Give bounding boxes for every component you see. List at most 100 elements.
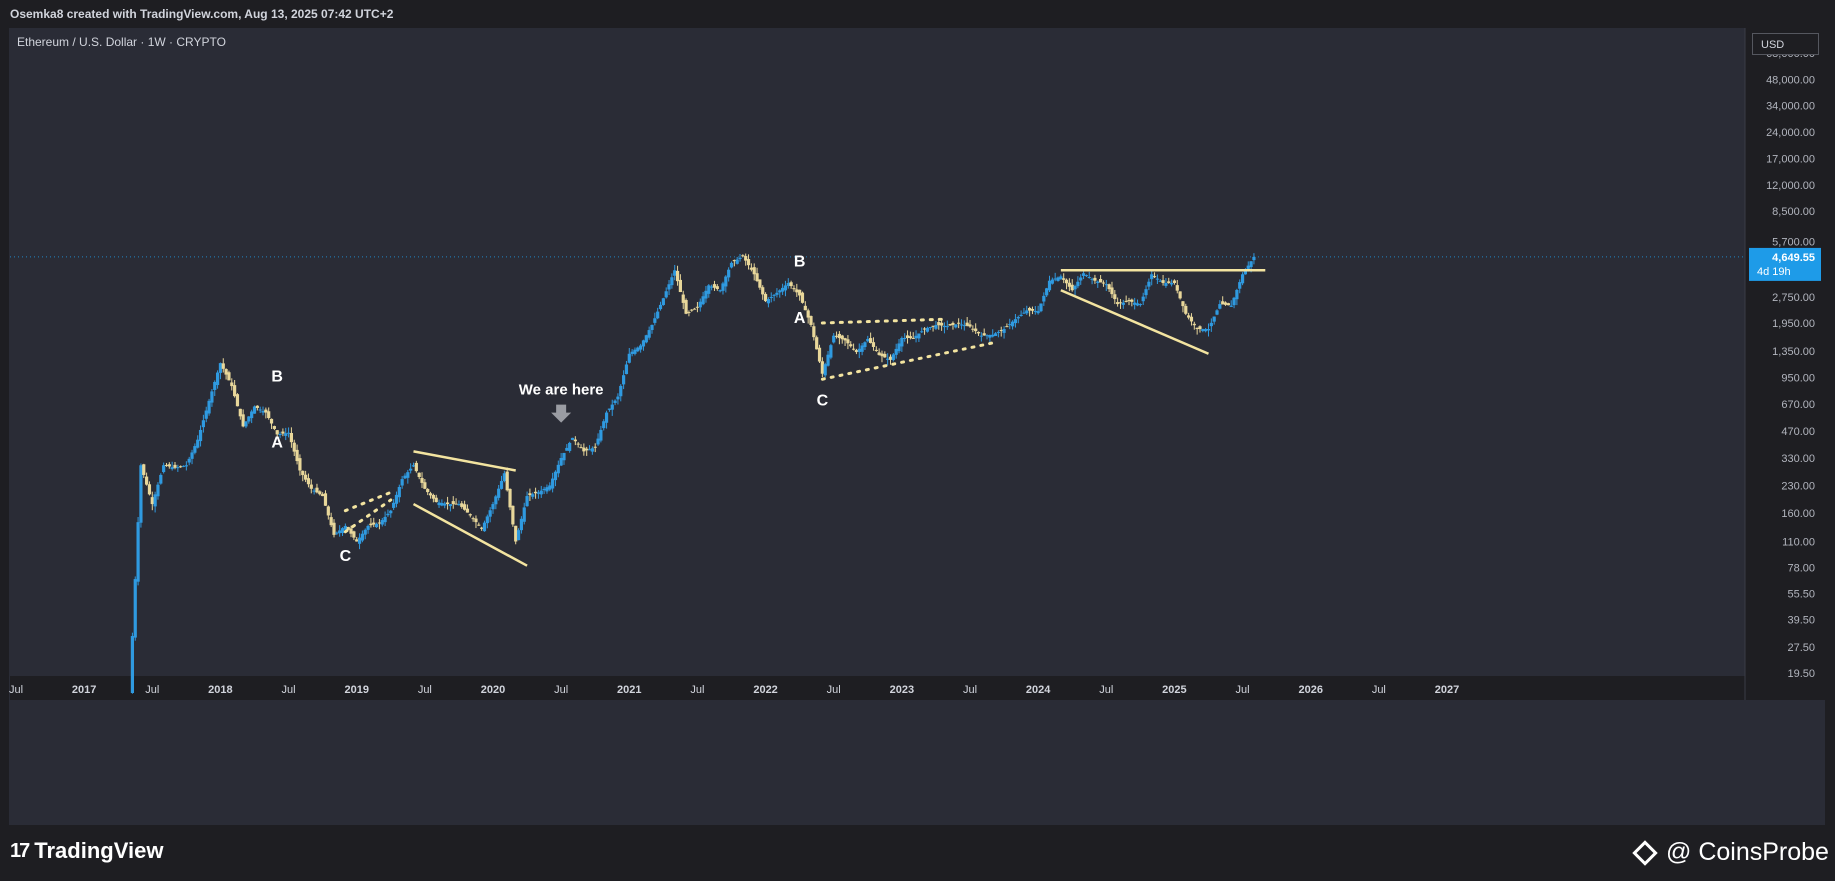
trendline [820, 317, 949, 325]
candle-body [454, 503, 458, 505]
candle-body [306, 478, 311, 485]
wave-label: B [794, 253, 806, 270]
candle-body [639, 345, 643, 350]
candle-body [684, 300, 688, 314]
candle-body [888, 356, 893, 360]
candle-body [1204, 329, 1208, 332]
candle-body [502, 473, 506, 481]
candle-body [766, 299, 771, 304]
candle-body [1209, 322, 1213, 327]
candle-body [937, 322, 941, 326]
candle-body [292, 442, 296, 452]
candle-body [284, 433, 288, 436]
candle-body [383, 516, 387, 523]
candle-body [1064, 279, 1069, 284]
candle-body [389, 510, 393, 514]
candle-body [1161, 280, 1165, 283]
y-tick-label: 670.00 [1781, 399, 1815, 411]
candle-body [707, 285, 711, 294]
candle-body [664, 291, 668, 298]
candle-body [201, 420, 205, 428]
candle-body [746, 259, 751, 266]
candle-body [820, 361, 824, 374]
candle-body [863, 342, 867, 348]
x-tick-label: Jul [963, 684, 977, 696]
candle-body [1101, 282, 1106, 284]
candle-body [593, 446, 597, 448]
candle-body [653, 318, 657, 323]
candle-body [1135, 303, 1140, 306]
candle-body [834, 335, 839, 337]
candle-body [1246, 265, 1250, 269]
candle-body [795, 289, 799, 293]
y-tick-label: 470.00 [1781, 426, 1815, 438]
candle-body [602, 421, 606, 429]
candle-body [193, 446, 197, 453]
candle-body [610, 404, 614, 410]
candle-body [1079, 277, 1083, 281]
candle-body [775, 292, 779, 295]
currency-button[interactable]: USD [1752, 33, 1819, 55]
candle-body [304, 474, 308, 480]
candle-body [426, 489, 430, 493]
candle-body [1144, 289, 1148, 296]
candle-body [357, 537, 362, 544]
candle-body [817, 347, 822, 362]
candle-body [1201, 329, 1205, 331]
candle-body [778, 290, 782, 293]
candle-body [553, 471, 558, 481]
candle-body [1181, 301, 1185, 307]
candle-body [1087, 276, 1091, 278]
x-tick-label: Jul [418, 684, 432, 696]
candle-body [1150, 274, 1154, 280]
candle-body [156, 484, 160, 497]
candle-body [1235, 289, 1239, 300]
x-tick-label: 2026 [1298, 684, 1322, 696]
x-tick-label: 2024 [1026, 684, 1051, 696]
candle-body [891, 354, 895, 361]
candle-body [238, 408, 242, 417]
candle-body [1118, 302, 1123, 304]
wave-label: A [794, 310, 806, 327]
x-tick-label: 2020 [481, 684, 505, 696]
candle-body [213, 381, 217, 390]
candle-body [227, 372, 231, 381]
candle-body [289, 433, 294, 443]
symbol-label[interactable]: Ethereum / U.S. Dollar · 1W · CRYPTO [17, 35, 226, 49]
candle-body [789, 282, 793, 287]
candle-body [1167, 281, 1171, 283]
candle-body [258, 409, 262, 411]
candle-body [142, 464, 146, 475]
candle-body [1243, 269, 1248, 275]
candle-body [1127, 300, 1131, 302]
candle-body [431, 494, 435, 499]
candle-body [434, 497, 438, 502]
candle-body [769, 296, 773, 298]
candle-body [1249, 261, 1253, 268]
candle-body [499, 480, 504, 489]
candle-body [1113, 294, 1117, 300]
candle-body [196, 439, 200, 448]
candle-body [815, 337, 819, 350]
candle-body [485, 516, 489, 524]
y-tick-label: 78.00 [1787, 563, 1815, 575]
candle-body [1130, 299, 1134, 302]
candle-body [397, 486, 401, 498]
candle-body [139, 465, 143, 523]
candle-body [136, 522, 140, 582]
annotation-callout: We are here [519, 382, 604, 399]
candle-body [386, 513, 390, 516]
candle-body [1042, 295, 1046, 302]
candle-body [945, 326, 949, 328]
candle-body [173, 464, 177, 468]
candle-body [207, 400, 211, 414]
candle-body [1028, 307, 1032, 311]
candle-body [542, 488, 546, 491]
candle-body [346, 526, 350, 530]
candle-body [463, 504, 467, 510]
candle-body [1226, 303, 1230, 306]
x-tick-label: 2027 [1435, 684, 1459, 696]
candle-body [678, 279, 682, 293]
y-tick-label: 8,500.00 [1772, 206, 1815, 218]
